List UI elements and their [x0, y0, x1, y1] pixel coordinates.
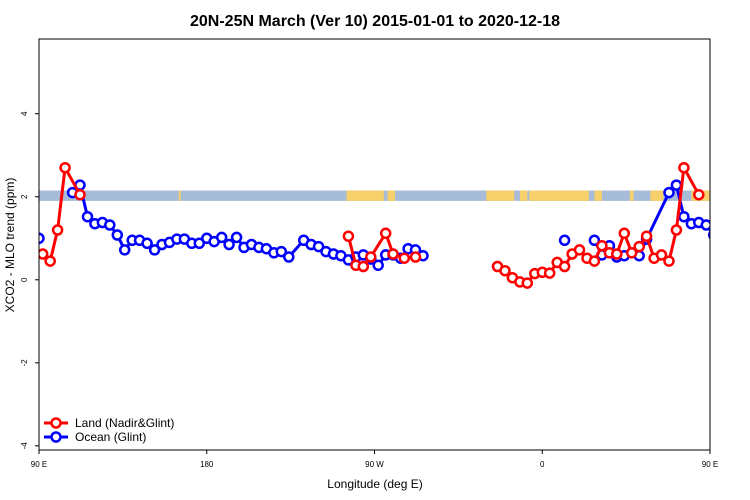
ocean-point-56: [663, 186, 675, 199]
x-axis-label: Longitude (deg E): [327, 477, 422, 491]
land-point-17: [521, 277, 534, 289]
ocean-point-23: [230, 231, 243, 244]
legend-marker-land: [50, 417, 62, 429]
ocean-point-21: [215, 231, 228, 244]
land-point-20: [543, 267, 556, 279]
land-band-2: [387, 190, 396, 201]
ocean-point-41: [372, 259, 384, 272]
y-tick-label-3: 2: [20, 194, 29, 199]
ocean-point-11: [141, 237, 153, 250]
legend-label-land: Land (Nadir&Glint): [75, 416, 174, 430]
ocean-point-22: [223, 238, 235, 251]
land-point-2: [51, 224, 64, 236]
ocean-point-0: [39, 232, 45, 245]
land-band-0: [178, 190, 181, 201]
land-point-0: [39, 248, 49, 260]
ocean-point-6: [104, 219, 116, 231]
ocean-point-61: [700, 219, 710, 231]
land-band-3: [486, 190, 515, 201]
x-tick-label-3: 0: [540, 460, 545, 469]
land-line-segment-0: [41, 166, 82, 263]
ocean-point-29: [275, 245, 288, 258]
x-tick-label-4: 90 E: [702, 460, 718, 469]
ocean-point-8: [118, 244, 131, 256]
land-point-9: [379, 227, 392, 240]
chart-title: 20N-25N March (Ver 10) 2015-01-01 to 202…: [190, 13, 560, 30]
ocean-point-66: [739, 239, 748, 248]
ocean-point-18: [193, 237, 206, 250]
ocean-point-65: [732, 236, 741, 245]
ocean-point-67: [747, 245, 750, 254]
land-point-39: [693, 188, 705, 201]
x-tick-label-1: 180: [200, 460, 214, 469]
legend-item-land: Land (Nadir&Glint): [44, 416, 174, 430]
land-point-27: [596, 239, 608, 252]
y-tick-label-1: -2: [20, 359, 29, 367]
land-point-7: [357, 260, 370, 273]
ocean-point-62: [707, 230, 710, 240]
ocean-point-33: [312, 240, 325, 253]
land-point-22: [558, 260, 571, 273]
ocean-point-63: [717, 245, 726, 254]
ocean-point-49: [588, 234, 601, 247]
ocean-point-30: [283, 251, 295, 263]
land-point-4: [74, 188, 86, 201]
ocean-point-58: [678, 210, 690, 223]
ocean-point-64: [724, 236, 733, 245]
ocean-point-12: [148, 244, 161, 256]
land-point-38: [678, 161, 690, 174]
land-point-24: [573, 244, 586, 256]
land-point-31: [625, 247, 638, 259]
land-band-6: [594, 190, 602, 201]
land-band-7: [629, 190, 634, 201]
x-axis: 90 E 180 90 W 0 90 E: [31, 450, 718, 469]
land-point-35: [655, 249, 668, 261]
legend-item-ocean: Ocean (Glint): [44, 430, 146, 444]
land-band-1: [346, 190, 384, 201]
y-tick-label-0: -4: [20, 442, 29, 450]
x-tick-label-2: 90 W: [365, 460, 384, 469]
land-point-1: [44, 255, 56, 267]
land-point-8: [365, 251, 377, 263]
ocean-point-48: [558, 234, 571, 247]
ocean-point-57: [670, 179, 683, 191]
land-point-26: [588, 255, 601, 267]
land-series: [39, 161, 705, 289]
legend-label-ocean: Ocean (Glint): [75, 430, 146, 444]
y-axis: -4 -2 0 2 4: [20, 111, 39, 449]
land-ocean-strip: [39, 190, 710, 201]
land-point-33: [640, 230, 653, 242]
land-point-10: [387, 248, 399, 260]
y-axis-label: XCO2 - MLO trend (ppm): [3, 178, 17, 313]
y-tick-label-2: 0: [20, 277, 29, 282]
land-point-30: [618, 227, 631, 240]
land-point-3: [59, 161, 71, 174]
ocean-point-7: [111, 229, 124, 241]
land-point-29: [611, 248, 623, 260]
ocean-point-3: [81, 210, 94, 223]
land-point-5: [342, 230, 355, 242]
y-tick-label-4: 4: [20, 111, 29, 116]
land-point-36: [663, 255, 675, 267]
land-point-12: [409, 251, 422, 263]
land-point-11: [398, 252, 411, 264]
land-band-4: [519, 190, 528, 201]
x-tick-label-0: 90 E: [31, 460, 47, 469]
legend-marker-ocean: [50, 431, 62, 443]
land-band-5: [529, 190, 589, 201]
legend: Land (Nadir&Glint) Ocean (Glint): [44, 416, 174, 444]
land-band-8: [650, 190, 664, 201]
land-point-14: [499, 264, 511, 277]
land-point-37: [670, 224, 683, 236]
land-point-32: [633, 240, 645, 253]
